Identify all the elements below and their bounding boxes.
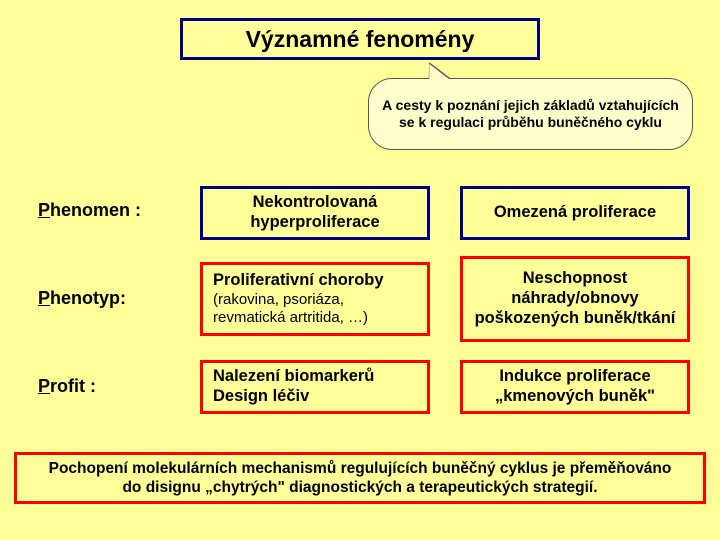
label-rest: henomen : — [50, 200, 141, 220]
cell-profit-col2: Indukce proliferace „kmenových buněk" — [460, 360, 690, 414]
cell-phenomen-col2: Omezená proliferace — [460, 186, 690, 240]
cell-text: Omezená proliferace — [494, 203, 656, 223]
cell-text-sub: (rakovina, psoriáza, revmatická artritid… — [213, 291, 417, 327]
cell-text: Neschopnost náhrady/obnovy poškozených b… — [473, 269, 677, 328]
footer-text: Pochopení molekulárních mechanismů regul… — [39, 459, 681, 498]
row-label-phenotyp: Phenotyp: — [38, 288, 126, 309]
label-rest: rofit : — [50, 376, 96, 396]
cell-text: Nalezení biomarkerů Design léčiv — [213, 367, 417, 407]
cell-phenomen-col1: Nekontrolovaná hyperproliferace — [200, 186, 430, 240]
row-label-profit: Profit : — [38, 376, 96, 397]
speech-bubble: A cesty k poznání jejich základů vztahuj… — [368, 78, 693, 150]
cell-text: Indukce proliferace „kmenových buněk" — [473, 367, 677, 407]
footer-box: Pochopení molekulárních mechanismů regul… — [14, 452, 706, 504]
label-underline: P — [38, 376, 50, 396]
label-underline: P — [38, 200, 50, 220]
cell-profit-col1: Nalezení biomarkerů Design léčiv — [200, 360, 430, 414]
speech-text: A cesty k poznání jejich základů vztahuj… — [381, 97, 680, 132]
row-label-phenomen: Phenomen : — [38, 200, 141, 221]
title-box: Významné fenomény — [180, 18, 540, 60]
label-rest: henotyp: — [50, 288, 126, 308]
cell-phenotyp-col2: Neschopnost náhrady/obnovy poškozených b… — [460, 256, 690, 342]
label-underline: P — [38, 288, 50, 308]
cell-phenotyp-col1: Proliferativní choroby (rakovina, psoriá… — [200, 262, 430, 336]
cell-text-main: Proliferativní choroby — [213, 271, 384, 291]
title-text: Významné fenomény — [246, 26, 475, 53]
cell-text: Nekontrolovaná hyperproliferace — [213, 193, 417, 233]
